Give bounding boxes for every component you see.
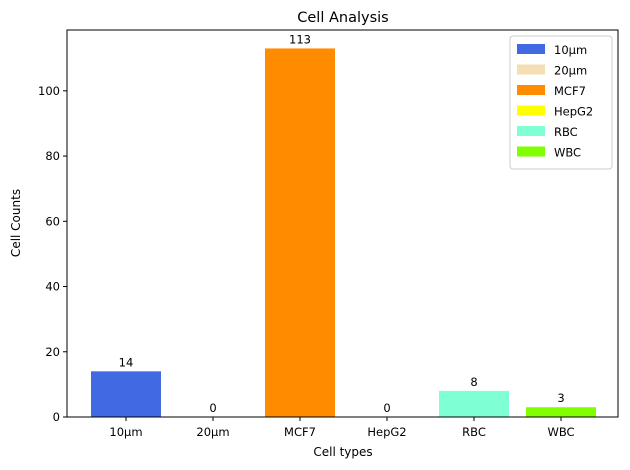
legend-label: WBC — [554, 146, 581, 160]
data-label: 3 — [557, 391, 564, 405]
bar — [91, 371, 161, 417]
bar — [439, 390, 509, 417]
legend: 10µm 20µm MCF7 HepG2 RBC WBC — [509, 35, 613, 170]
x-tick-label: 20µm — [196, 425, 229, 439]
y-tick-label: 60 — [45, 214, 60, 228]
legend-label: MCF7 — [554, 84, 586, 98]
chart-title: Cell Analysis — [297, 10, 388, 26]
x-tick-label: HepG2 — [367, 425, 406, 439]
legend-swatch — [517, 44, 545, 54]
data-label: 14 — [119, 355, 134, 369]
data-label: 8 — [470, 375, 477, 389]
data-label: 0 — [383, 401, 390, 415]
legend-swatch — [517, 146, 545, 157]
y-axis: 0 20 40 60 80 100 — [38, 84, 67, 424]
y-tick-label: 0 — [53, 410, 60, 424]
x-axis-label: Cell types — [313, 445, 372, 459]
plot-frame — [66, 29, 619, 418]
y-tick-label: 40 — [45, 280, 60, 294]
y-tick-label: 100 — [38, 84, 60, 98]
y-axis-label: Cell Counts — [9, 189, 23, 257]
y-tick-label: 20 — [45, 345, 60, 359]
x-tick-label: RBC — [462, 425, 486, 439]
legend-label: HepG2 — [554, 105, 593, 119]
data-labels: 14 0 113 0 8 3 — [119, 32, 565, 415]
data-label: 0 — [209, 401, 216, 415]
bar — [526, 407, 596, 417]
x-tick-label: MCF7 — [284, 425, 316, 439]
legend-swatch — [517, 85, 545, 95]
y-tick-label: 80 — [45, 149, 60, 163]
x-tick-label: 10µm — [109, 425, 142, 439]
legend-swatch — [517, 64, 545, 75]
x-tick-label: WBC — [547, 425, 574, 439]
legend-swatch — [517, 126, 545, 136]
legend-label: 20µm — [554, 64, 587, 78]
bars — [91, 48, 596, 418]
x-axis: 10µm 20µm MCF7 HepG2 RBC WBC — [109, 417, 575, 439]
bar — [265, 48, 335, 418]
data-label: 113 — [289, 32, 311, 46]
legend-label: 10µm — [554, 43, 587, 57]
legend-label: RBC — [554, 125, 578, 139]
legend-swatch — [517, 105, 545, 116]
